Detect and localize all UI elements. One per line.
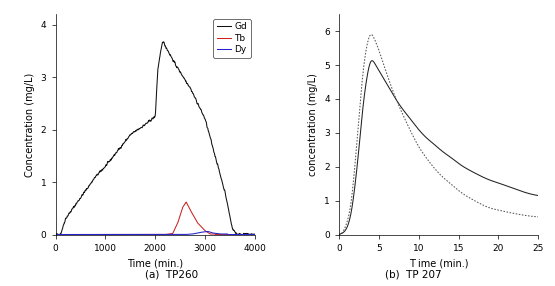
Tb (179, 206, 186, 209)
Tb (224, 233, 231, 236)
Tb (168, 232, 175, 235)
Gd (52, 233, 59, 236)
Gd (169, 56, 175, 59)
Gd (224, 204, 231, 207)
Tb (52, 233, 59, 236)
Dy (64, 233, 71, 236)
Gd (160, 40, 167, 43)
Tb (64, 233, 71, 236)
X-axis label: T ime (min.): T ime (min.) (409, 258, 468, 268)
Gd (174, 65, 180, 69)
Line: Tb: Tb (56, 202, 255, 235)
Dy (52, 233, 59, 236)
Gd (204, 126, 211, 129)
Dy (179, 233, 186, 236)
Dy (173, 233, 180, 236)
Text: (b)  TP 207: (b) TP 207 (385, 269, 442, 279)
Gd (180, 75, 186, 78)
Y-axis label: concentration (mg/L): concentration (mg/L) (309, 73, 319, 176)
Legend: Gd, Tb, Dy: Gd, Tb, Dy (213, 19, 250, 57)
Tb (252, 233, 259, 236)
Dy (204, 230, 210, 233)
Line: Gd: Gd (56, 42, 255, 235)
X-axis label: Time (min.): Time (min.) (127, 258, 183, 268)
Dy (224, 232, 231, 236)
Dy (252, 233, 259, 236)
Line: Dy: Dy (56, 231, 255, 235)
Y-axis label: Concentration (mg/L): Concentration (mg/L) (25, 72, 35, 176)
Dy (168, 233, 175, 236)
Dy (204, 230, 211, 233)
Text: (a)  TP260: (a) TP260 (145, 269, 199, 279)
Gd (252, 233, 259, 236)
Tb (204, 230, 210, 234)
Gd (56, 233, 62, 236)
Tb (173, 224, 180, 227)
Gd (64, 214, 71, 218)
Tb (183, 200, 189, 204)
